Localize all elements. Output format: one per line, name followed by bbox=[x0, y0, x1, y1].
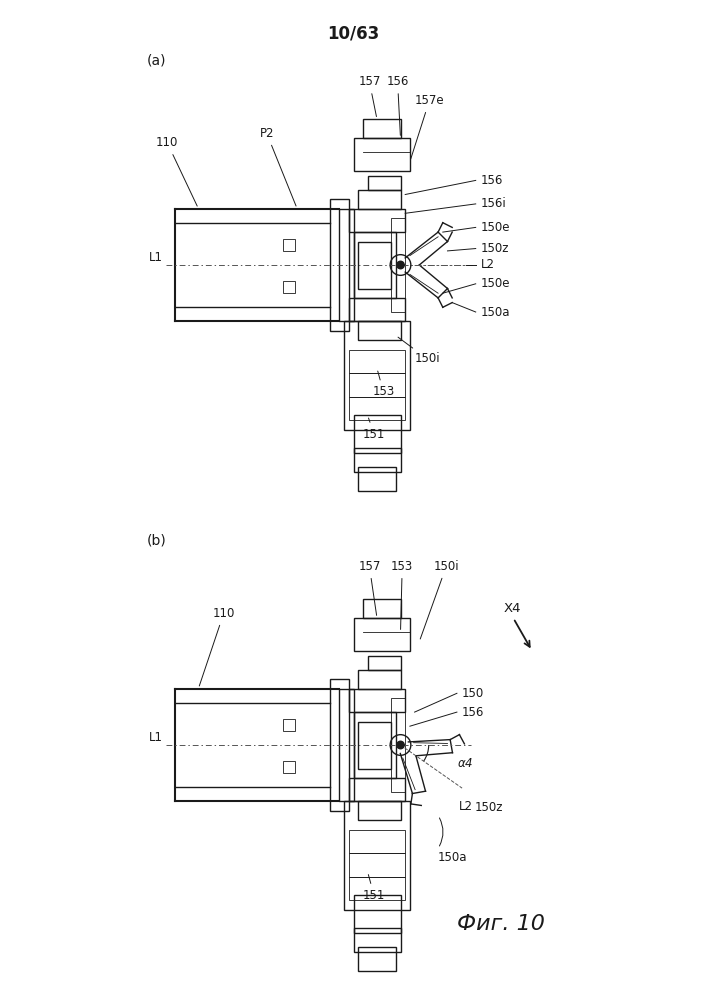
Bar bbox=[358, 947, 396, 971]
Text: 150: 150 bbox=[462, 687, 484, 700]
Text: 153: 153 bbox=[391, 560, 414, 629]
Text: 151: 151 bbox=[363, 875, 385, 902]
Bar bbox=[354, 618, 410, 651]
Text: 150z: 150z bbox=[480, 242, 509, 255]
Bar bbox=[349, 350, 405, 373]
Text: 156: 156 bbox=[462, 706, 484, 719]
Bar bbox=[363, 119, 400, 138]
Circle shape bbox=[397, 741, 404, 749]
Text: L2: L2 bbox=[480, 258, 494, 271]
Bar bbox=[349, 397, 405, 420]
Text: 157e: 157e bbox=[411, 94, 444, 159]
Bar bbox=[344, 801, 410, 910]
Text: 157: 157 bbox=[358, 560, 380, 615]
Bar bbox=[283, 719, 295, 731]
Bar bbox=[344, 321, 410, 430]
Bar bbox=[358, 467, 396, 491]
Bar bbox=[349, 778, 405, 801]
Text: 150z: 150z bbox=[474, 801, 503, 814]
Text: 157: 157 bbox=[358, 75, 380, 117]
Text: 150e: 150e bbox=[480, 277, 510, 290]
Bar bbox=[354, 448, 400, 472]
Bar bbox=[349, 830, 405, 853]
Bar bbox=[358, 722, 391, 768]
Bar bbox=[330, 199, 349, 331]
Bar bbox=[330, 679, 349, 811]
Text: 150i: 150i bbox=[420, 560, 459, 639]
Text: 156: 156 bbox=[387, 75, 409, 135]
Bar bbox=[339, 689, 354, 801]
Text: 110: 110 bbox=[156, 136, 197, 206]
Text: L2: L2 bbox=[459, 800, 473, 813]
Bar bbox=[354, 928, 400, 952]
Bar bbox=[354, 232, 396, 298]
Bar bbox=[358, 670, 400, 689]
Text: 10/63: 10/63 bbox=[327, 25, 380, 43]
Bar bbox=[283, 239, 295, 251]
Bar bbox=[358, 241, 391, 288]
Bar bbox=[391, 698, 405, 792]
Text: 150a: 150a bbox=[438, 851, 467, 864]
Bar bbox=[391, 218, 405, 312]
Text: (b): (b) bbox=[146, 534, 166, 548]
Bar bbox=[339, 209, 354, 321]
Text: 150e: 150e bbox=[480, 221, 510, 234]
Bar bbox=[354, 138, 410, 171]
Bar bbox=[358, 801, 400, 820]
Bar bbox=[283, 761, 295, 773]
Text: (a): (a) bbox=[146, 53, 166, 68]
Bar bbox=[363, 599, 400, 618]
Bar bbox=[349, 298, 405, 321]
Bar bbox=[354, 415, 400, 453]
Bar bbox=[349, 689, 405, 712]
Bar bbox=[358, 190, 400, 209]
Bar bbox=[368, 176, 400, 190]
Text: 153: 153 bbox=[373, 371, 395, 398]
Circle shape bbox=[397, 261, 404, 269]
Bar bbox=[283, 281, 295, 293]
Bar bbox=[358, 321, 400, 340]
Bar bbox=[349, 853, 405, 877]
Bar bbox=[349, 877, 405, 900]
Text: 150i: 150i bbox=[398, 337, 440, 365]
Text: 150a: 150a bbox=[480, 306, 510, 318]
Text: Фиг. 10: Фиг. 10 bbox=[457, 914, 545, 934]
Bar bbox=[349, 209, 405, 232]
Text: L1: L1 bbox=[149, 251, 163, 264]
Text: 110: 110 bbox=[199, 607, 235, 686]
Text: L1: L1 bbox=[149, 731, 163, 744]
Text: 156i: 156i bbox=[480, 197, 506, 210]
Text: 156: 156 bbox=[480, 174, 503, 187]
Bar bbox=[368, 656, 400, 670]
Text: $\alpha$4: $\alpha$4 bbox=[457, 757, 473, 770]
Bar bbox=[354, 712, 396, 778]
Text: 151: 151 bbox=[363, 418, 385, 441]
Bar bbox=[349, 373, 405, 397]
Text: P2: P2 bbox=[259, 127, 296, 206]
Bar bbox=[354, 895, 400, 933]
Text: X4: X4 bbox=[504, 602, 521, 615]
